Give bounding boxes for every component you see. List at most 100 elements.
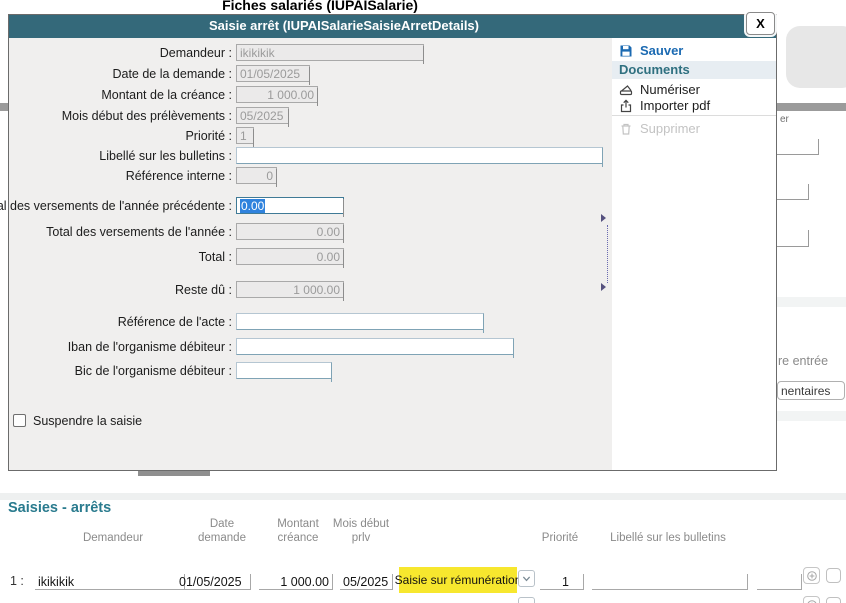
form-row: Mois début des prélèvements : 05/2025: [9, 107, 776, 127]
field-label: Demandeur :: [159, 46, 232, 60]
row-montant-field[interactable]: 1 000.00: [259, 574, 333, 590]
column-header-date-demande: Date demande: [198, 518, 246, 544]
column-header-demandeur: Demandeur: [82, 532, 144, 544]
menu-separator: [612, 115, 776, 116]
date-demande-field[interactable]: 01/05/2025: [236, 65, 310, 85]
form-row: Priorité : 1: [9, 127, 776, 147]
field-label: Total :: [198, 250, 232, 264]
form-row: Reste dû : 1 000.00: [9, 281, 776, 301]
row-priorite-field[interactable]: 1: [540, 574, 584, 590]
dialog-titlebar: Saisie arrêt (IUPAISalarieSaisieArretDet…: [9, 15, 776, 38]
form-row: Demandeur : ikikikik: [9, 44, 776, 64]
reference-interne-field[interactable]: 0: [236, 167, 277, 187]
column-header-priorite: Priorité: [541, 532, 579, 544]
row-mois-field[interactable]: 05/2025: [340, 574, 393, 590]
row-date-field[interactable]: 01/05/2025: [176, 574, 251, 590]
delete-label: Supprimer: [640, 121, 700, 136]
suspendre-checkbox[interactable]: [13, 414, 26, 427]
row-libelle-field[interactable]: [592, 574, 748, 590]
splitter-arrow-icon[interactable]: [601, 283, 606, 291]
delete-button: Supprimer: [619, 120, 774, 137]
field-label: Bic de l'organisme débiteur :: [74, 364, 232, 378]
field-label: Total des versements de l'année précéden…: [0, 199, 232, 213]
field-label: Priorité :: [185, 129, 232, 143]
field-label: Date de la demande :: [112, 67, 232, 81]
bic-field[interactable]: [236, 362, 332, 382]
background-bar-left: [0, 103, 8, 111]
total-annee-field[interactable]: 0.00: [236, 223, 344, 243]
background-field-corner: [777, 139, 819, 155]
form-row: Total : 0.00: [9, 248, 776, 268]
background-field-corner: [777, 230, 809, 247]
comments-button-partial[interactable]: nentaires: [777, 381, 845, 400]
demandeur-field[interactable]: ikikikik: [236, 44, 424, 64]
background-band: [777, 411, 846, 421]
documents-section-header: Documents: [612, 61, 776, 79]
row-checkbox[interactable]: [826, 568, 841, 583]
row-extra-field[interactable]: [757, 574, 802, 590]
background-blob: [786, 26, 846, 88]
priorite-field[interactable]: 1: [236, 127, 254, 147]
splitter-dotted-line: [607, 225, 608, 283]
column-header-libelle: Libellé sur les bulletins: [610, 532, 726, 544]
form-row: Iban de l'organisme débiteur :: [9, 338, 776, 358]
form-row: Total des versements de l'année précéden…: [0, 197, 776, 217]
mois-debut-field[interactable]: 05/2025: [236, 107, 289, 127]
form-row: Montant de la créance : 1 000.00: [9, 86, 776, 106]
row-index: 1 :: [10, 574, 24, 588]
background-bar-right: [777, 103, 846, 111]
reste-du-field[interactable]: 1 000.00: [236, 281, 344, 301]
row-checkbox[interactable]: [826, 597, 841, 603]
scan-label: Numériser: [640, 82, 700, 97]
chevron-down-icon[interactable]: [518, 597, 535, 603]
chevron-down-icon[interactable]: [518, 570, 535, 587]
saisie-arret-dialog: Saisie arrêt (IUPAISalarieSaisieArretDet…: [0, 12, 777, 471]
close-button[interactable]: X: [746, 12, 775, 35]
scan-button[interactable]: Numériser: [619, 81, 774, 98]
import-pdf-label: Importer pdf: [640, 98, 711, 113]
section-title: Saisies - arrêts: [8, 500, 112, 516]
field-label: Iban de l'organisme débiteur :: [67, 340, 232, 354]
field-label: Mois début des prélèvements :: [61, 109, 232, 123]
column-header-mois-debut: Mois début prlv: [332, 518, 390, 544]
background-band: [777, 297, 846, 307]
form-row: Libellé sur les bulletins :: [9, 147, 776, 167]
form-row: Référence interne : 0: [9, 167, 776, 187]
save-label: Sauver: [640, 43, 684, 58]
row-type-dropdown-value[interactable]: Saisie sur rémunération: [395, 567, 521, 593]
save-icon: [619, 44, 633, 58]
libelle-bulletins-field[interactable]: [236, 147, 603, 167]
field-label: Montant de la créance :: [101, 88, 232, 102]
add-row-button[interactable]: [803, 596, 820, 603]
import-pdf-button[interactable]: Importer pdf: [619, 97, 774, 114]
add-row-button[interactable]: [803, 567, 820, 584]
form-row: Total des versements de l'année : 0.00: [9, 223, 776, 243]
column-header-montant-creance: Montant créance: [277, 518, 319, 544]
row-demandeur-field[interactable]: ikikikik: [35, 574, 185, 590]
iban-field[interactable]: [236, 338, 514, 358]
field-label: Référence interne :: [125, 169, 232, 183]
form-row: Référence de l'acte :: [9, 313, 776, 333]
selected-text: 0.00: [240, 199, 266, 213]
background-field-corner: [777, 184, 809, 200]
field-label: Référence de l'acte :: [117, 315, 232, 329]
horizontal-scrollbar-thumb[interactable]: [138, 471, 210, 476]
total-annee-precedente-field[interactable]: 0.00: [236, 197, 344, 217]
splitter-arrow-icon[interactable]: [601, 214, 606, 222]
suspendre-checkbox-label: Suspendre la saisie: [33, 414, 143, 428]
background-text-fragment: er: [780, 114, 789, 125]
reference-acte-field[interactable]: [236, 313, 484, 333]
window-title: Fiches salariés (IUPAISalarie): [222, 0, 418, 13]
dialog-title: Saisie arrêt (IUPAISalarieSaisieArretDet…: [208, 18, 479, 33]
dialog-sidebar: Sauver Documents Numériser Importer pdf: [612, 38, 776, 470]
field-label: Total des versements de l'année :: [46, 225, 232, 239]
import-pdf-icon: [619, 99, 633, 113]
form-row: Bic de l'organisme débiteur :: [9, 362, 776, 382]
save-button[interactable]: Sauver: [619, 42, 774, 59]
scanner-icon: [619, 83, 633, 97]
total-field[interactable]: 0.00: [236, 248, 344, 268]
montant-creance-field[interactable]: 1 000.00: [236, 86, 318, 106]
background-entry-fragment: re entrée: [778, 354, 829, 368]
trash-icon: [619, 122, 633, 136]
